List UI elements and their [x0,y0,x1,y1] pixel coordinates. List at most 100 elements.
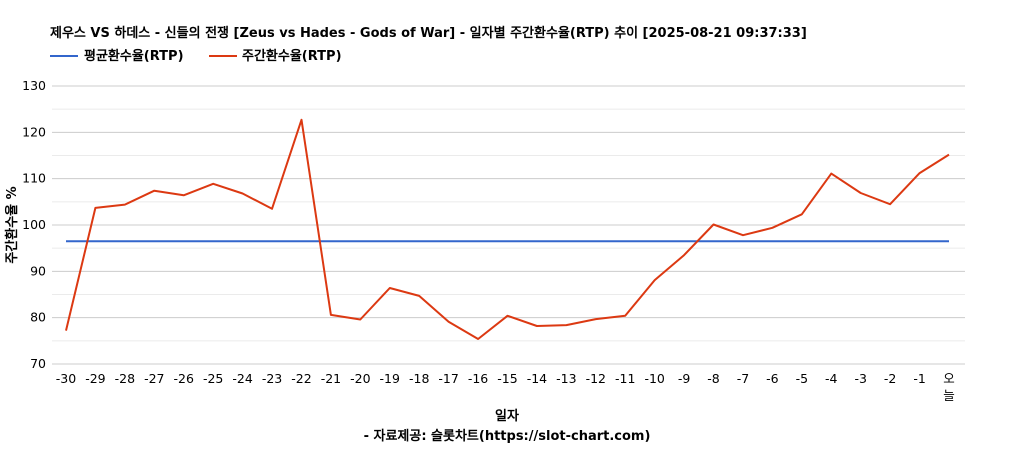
data-point-average[interactable] [887,238,893,244]
x-tick-label: -29 [85,371,105,386]
data-point-weekly[interactable] [269,206,275,212]
data-point-average[interactable] [269,238,275,244]
source-credit: - 자료제공: 슬롯차트(https://slot-chart.com) [364,428,651,444]
data-point-weekly[interactable] [446,319,452,325]
data-point-weekly[interactable] [357,317,363,323]
data-point-weekly[interactable] [622,313,628,319]
x-tick-label: 늘 [943,388,955,403]
x-tick-label: -30 [56,371,76,386]
series-line-weekly-rtp[interactable] [65,118,950,340]
data-point-average[interactable] [328,238,334,244]
x-tick-label: -14 [527,371,547,386]
data-point-average[interactable] [799,238,805,244]
chart-title: 제우스 VS 하데스 - 신들의 전쟁 [Zeus vs Hades - God… [50,25,807,41]
data-point-weekly[interactable] [799,211,805,217]
data-point-weekly[interactable] [711,222,717,228]
data-point-average[interactable] [416,238,422,244]
data-point-weekly[interactable] [298,117,304,123]
x-tick-label: -16 [468,371,488,386]
data-point-weekly[interactable] [681,252,687,258]
data-point-average[interactable] [593,238,599,244]
x-tick-label: -21 [321,371,341,386]
gridlines [52,85,965,365]
data-point-weekly[interactable] [858,190,864,196]
data-point-average[interactable] [298,238,304,244]
data-point-average[interactable] [946,238,952,244]
data-point-weekly[interactable] [769,225,775,231]
x-axis-title: 일자 [495,409,519,424]
data-point-average[interactable] [563,238,569,244]
data-point-weekly[interactable] [828,171,834,177]
data-point-weekly[interactable] [917,170,923,176]
data-point-average[interactable] [769,238,775,244]
legend-label-weekly[interactable]: 주간환수율(RTP) [242,48,342,64]
x-tick-label: -22 [291,371,311,386]
x-tick-label: -2 [884,371,896,386]
x-tick-label: -23 [262,371,282,386]
data-point-weekly[interactable] [946,152,952,158]
x-tick-label: -3 [854,371,866,386]
data-point-weekly[interactable] [475,336,481,342]
data-point-average[interactable] [357,238,363,244]
data-point-average[interactable] [917,238,923,244]
x-tick-label: -15 [497,371,517,386]
x-tick-label: -18 [409,371,429,386]
data-point-weekly[interactable] [92,205,98,211]
data-point-average[interactable] [181,238,187,244]
data-point-average[interactable] [652,238,658,244]
data-point-weekly[interactable] [151,188,157,194]
data-point-weekly[interactable] [652,277,658,283]
data-point-weekly[interactable] [505,313,511,319]
data-point-weekly[interactable] [181,192,187,198]
data-point-average[interactable] [681,238,687,244]
legend-label-average[interactable]: 평균환수율(RTP) [84,48,184,64]
data-point-weekly[interactable] [416,293,422,299]
data-point-average[interactable] [63,238,69,244]
x-tick-label: -12 [586,371,606,386]
data-point-average[interactable] [534,238,540,244]
x-tick-label: -20 [350,371,370,386]
y-tick-label: 130 [22,78,46,93]
y-tick-label: 90 [30,263,46,278]
y-tick-label: 70 [30,356,46,371]
data-point-weekly[interactable] [240,190,246,196]
x-axis-ticks: -30 -29 -28 -27 -26 -25 -24 -23 -22 -21 -20 -19 -18-… [56,371,955,403]
data-point-average[interactable] [622,238,628,244]
data-point-average[interactable] [475,238,481,244]
x-tick-label: -6 [766,371,779,386]
data-point-weekly[interactable] [593,316,599,322]
data-point-average[interactable] [828,238,834,244]
data-point-average[interactable] [446,238,452,244]
data-point-weekly[interactable] [63,328,69,334]
data-point-average[interactable] [92,238,98,244]
x-tick-label: -9 [678,371,691,386]
x-tick-label: -19 [380,371,400,386]
data-point-average[interactable] [858,238,864,244]
data-point-weekly[interactable] [740,232,746,238]
data-point-average[interactable] [711,238,717,244]
data-point-average[interactable] [505,238,511,244]
x-tick-label: -4 [825,371,838,386]
data-point-weekly[interactable] [887,201,893,207]
data-point-average[interactable] [387,238,393,244]
data-point-weekly[interactable] [122,202,128,208]
legend: 평균환수율(RTP) 주간환수율(RTP) [50,48,342,64]
data-point-average[interactable] [151,238,157,244]
data-point-weekly[interactable] [563,322,569,328]
x-tick-label: -13 [556,371,576,386]
x-tick-label: -5 [796,371,808,386]
data-point-average[interactable] [240,238,246,244]
x-tick-label: -7 [737,371,749,386]
data-point-weekly[interactable] [328,312,334,318]
data-point-weekly[interactable] [534,323,540,329]
data-point-weekly[interactable] [210,181,216,187]
x-tick-label: -25 [203,371,223,386]
data-point-average[interactable] [740,238,746,244]
series-layer [63,117,952,342]
y-tick-label: 110 [22,171,46,186]
data-point-average[interactable] [210,238,216,244]
data-point-weekly[interactable] [387,285,393,291]
data-point-average[interactable] [122,238,128,244]
y-axis-title: 주간환수율 % [4,186,20,263]
x-tick-label: 오 [943,371,955,386]
